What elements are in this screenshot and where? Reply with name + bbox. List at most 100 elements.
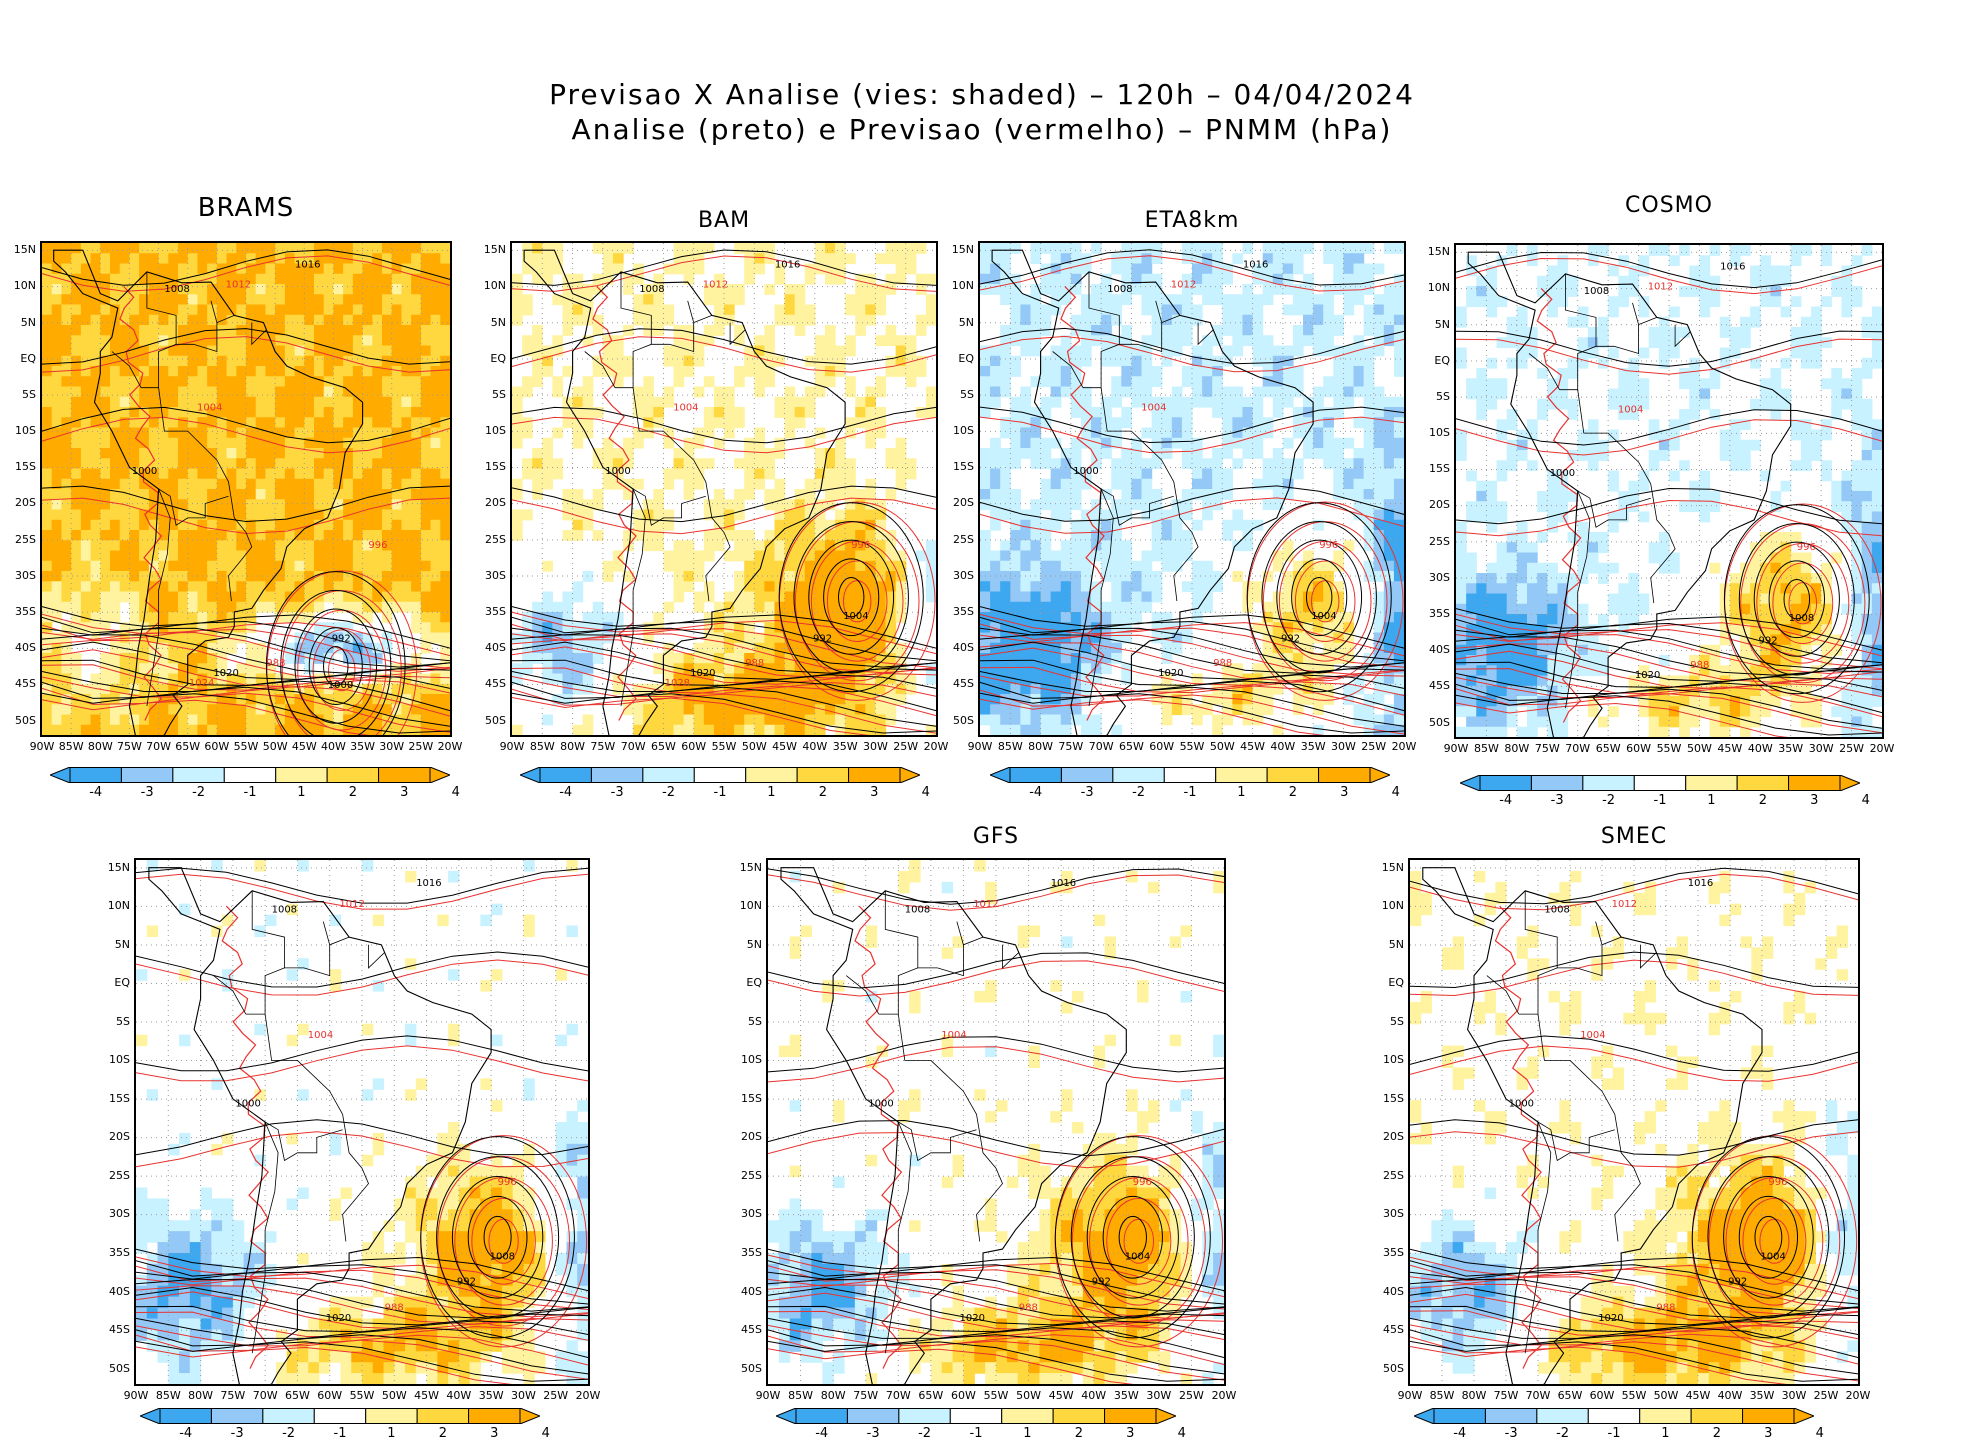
lat-tick-label: 30S [1374, 1207, 1404, 1220]
lat-tick-label: 40S [100, 1285, 130, 1298]
lat-tick-label: 10N [1420, 281, 1450, 294]
colorbar-segment [173, 768, 224, 783]
isobar-label: 1000 [1073, 466, 1098, 477]
lon-tick-label: 35W [1108, 1389, 1144, 1402]
isobar-label: 988 [385, 1303, 404, 1314]
lon-tick-label: 60W [312, 1389, 348, 1402]
colorbar-segment [263, 1409, 314, 1424]
colorbar-segment [1434, 1409, 1485, 1424]
lon-tick-label: 25W [538, 1389, 574, 1402]
isobar-label: 1020 [1158, 668, 1183, 679]
lat-tick-label: 20S [476, 496, 506, 509]
colorbar-segment [1105, 1409, 1156, 1424]
isobar-label: 1016 [295, 260, 320, 271]
lat-tick-label: EQ [1420, 354, 1450, 367]
lon-tick-label: 90W [1392, 1389, 1428, 1402]
lat-tick-label: 40S [6, 641, 36, 654]
colorbar-label: 2 [338, 785, 368, 800]
colorbar-segment [899, 1409, 950, 1424]
lat-tick-label: 15S [476, 460, 506, 473]
colorbar-label: 4 [441, 785, 471, 800]
colorbar-label: -4 [807, 1426, 837, 1441]
colorbar-label: -1 [1599, 1426, 1629, 1441]
lon-tick-label: 45W [409, 1389, 445, 1402]
colorbar-segment [1216, 768, 1267, 783]
isobar-label: 988 [1690, 660, 1709, 671]
lon-tick-label: 90W [750, 1389, 786, 1402]
colorbar-segment [1267, 768, 1318, 783]
isobar-label: 1004 [1141, 402, 1166, 413]
lon-tick-label: 30W [1141, 1389, 1177, 1402]
colorbar-segment [1634, 776, 1685, 791]
colorbar-segment [314, 1409, 365, 1424]
colorbar-segment [1686, 776, 1737, 791]
isobar-label: 992 [1728, 1276, 1747, 1287]
panel-title-bam: BAM [574, 208, 874, 233]
isobar-label: 1000 [1509, 1098, 1534, 1109]
lat-tick-label: 25S [476, 533, 506, 546]
colorbar-label: -3 [1496, 1426, 1526, 1441]
colorbar-label: -1 [235, 785, 265, 800]
lat-tick-label: 30S [1420, 571, 1450, 584]
lat-tick-label: 25S [1374, 1169, 1404, 1182]
lat-tick-label: 5N [1374, 938, 1404, 951]
lat-tick-label: 20S [1420, 498, 1450, 511]
lon-tick-label: 60W [1584, 1389, 1620, 1402]
isobar-label: 1008 [1544, 904, 1569, 915]
colorbar-label: -3 [858, 1426, 888, 1441]
colorbar-segment [591, 768, 642, 783]
colorbar-label: -2 [184, 785, 214, 800]
lat-tick-label: 15N [732, 861, 762, 874]
lat-tick-label: 45S [944, 677, 974, 690]
lat-tick-label: 50S [944, 714, 974, 727]
lon-tick-label: 50W [1011, 1389, 1047, 1402]
lat-tick-label: 50S [1420, 716, 1450, 729]
isobar-label: 1004 [1618, 404, 1643, 415]
lon-tick-label: 55W [978, 1389, 1014, 1402]
lat-tick-label: 50S [732, 1362, 762, 1375]
lon-tick-label: 55W [1616, 1389, 1652, 1402]
lat-tick-label: 40S [1420, 643, 1450, 656]
lat-tick-label: 10N [476, 279, 506, 292]
colorbar-segment [1002, 1409, 1053, 1424]
isobar-label: 1020 [1635, 670, 1660, 681]
lat-tick-label: 35S [732, 1246, 762, 1259]
lat-tick-label: 45S [732, 1323, 762, 1336]
isobar-label: 1008 [164, 284, 189, 295]
isobar-label: 1020 [213, 668, 238, 679]
lon-tick-label: 20W [1864, 742, 1900, 755]
isobar-label: 1020 [326, 1313, 351, 1324]
isobar-label: 992 [457, 1276, 476, 1287]
isobar-label: 1008 [1107, 284, 1132, 295]
isobar-label: 996 [368, 540, 387, 551]
low-center-label: 1000 [328, 680, 353, 691]
isobar-label: 992 [1281, 634, 1300, 645]
lat-tick-label: 10S [944, 424, 974, 437]
lat-tick-label: 30S [732, 1207, 762, 1220]
lat-tick-label: 5S [732, 1015, 762, 1028]
colorbar-label: 3 [1329, 785, 1359, 800]
colorbar-label: 4 [1805, 1426, 1835, 1441]
lat-tick-label: EQ [100, 976, 130, 989]
lat-tick-label: 15N [944, 243, 974, 256]
lat-tick-label: EQ [944, 352, 974, 365]
lon-tick-label: 85W [150, 1389, 186, 1402]
colorbar-segment [1640, 1409, 1691, 1424]
colorbar-label: 1 [1696, 793, 1726, 808]
isobar-label: 1008 [272, 904, 297, 915]
colorbar-label: -4 [551, 785, 581, 800]
lon-tick-label: 50W [1648, 1389, 1684, 1402]
lat-tick-label: 35S [6, 605, 36, 618]
colorbar-label: -4 [1021, 785, 1051, 800]
isobar-label: 1016 [416, 878, 441, 889]
colorbar-segment [950, 1409, 1001, 1424]
colorbar-segment [1480, 776, 1531, 791]
isobar-label: 1004 [941, 1030, 966, 1041]
isobar-label: 1012 [226, 279, 251, 290]
